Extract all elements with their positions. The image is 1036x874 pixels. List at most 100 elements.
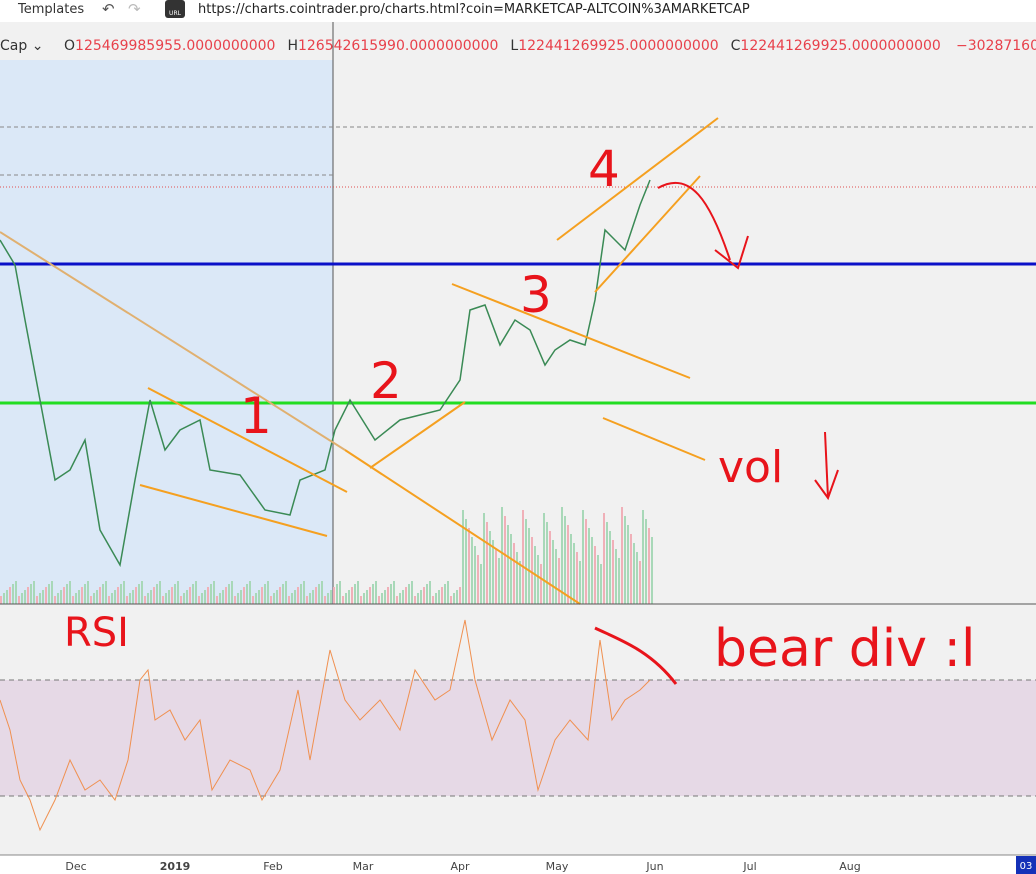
x-label: Apr: [450, 860, 470, 873]
volume-bar: [528, 528, 530, 604]
volume-bar: [369, 587, 371, 604]
volume-bar: [231, 581, 233, 604]
volume-bar: [519, 561, 521, 604]
volume-bar: [627, 525, 629, 604]
annotation: 1: [240, 387, 272, 445]
volume-bar: [474, 546, 476, 604]
volume-bar: [585, 519, 587, 604]
volume-bar: [630, 534, 632, 604]
volume-bar: [315, 587, 317, 604]
rsi-band: [0, 680, 1036, 796]
legend: Cap ⌄ O125469985955.0000000000 H126542615…: [0, 38, 1036, 54]
volume-bar: [66, 584, 68, 604]
volume-bar: [69, 581, 71, 604]
volume-bar: [156, 584, 158, 604]
volume-bar: [129, 593, 131, 604]
volume-bar: [540, 564, 542, 604]
volume-bar: [372, 584, 374, 604]
volume-bar: [258, 590, 260, 604]
x-label: Aug: [839, 860, 860, 873]
volume-bar: [633, 543, 635, 604]
volume-bar: [54, 596, 56, 604]
volume-bar: [9, 587, 11, 604]
volume-bar: [552, 540, 554, 604]
volume-bar: [24, 590, 26, 604]
volume-bar: [42, 590, 44, 604]
volume-bar: [285, 581, 287, 604]
volume-bar: [531, 537, 533, 604]
volume-bar: [345, 593, 347, 604]
volume-bar: [426, 584, 428, 604]
volume-bar: [162, 596, 164, 604]
volume-bar: [207, 587, 209, 604]
volume-bar: [522, 510, 524, 604]
volume-bar: [624, 516, 626, 604]
volume-bar: [618, 558, 620, 604]
volume-bar: [255, 593, 257, 604]
volume-bar: [99, 587, 101, 604]
x-label: 2019: [160, 860, 191, 873]
redo[interactable]: ↷: [128, 0, 141, 18]
volume-bar: [423, 587, 425, 604]
volume-bar: [582, 510, 584, 604]
volume-bar: [600, 564, 602, 604]
annotation: vol: [718, 442, 783, 493]
volume-bar: [561, 507, 563, 604]
volume-bar: [645, 519, 647, 604]
templates-button[interactable]: Templates: [17, 2, 84, 17]
volume-bar: [471, 537, 473, 604]
volume-bar: [399, 593, 401, 604]
volume-bar: [195, 581, 197, 604]
ohlc-value: 122441269925.0000000000: [740, 38, 940, 54]
volume-bar: [342, 596, 344, 604]
volume-bar: [603, 513, 605, 604]
volume-bar: [264, 584, 266, 604]
volume-bar: [39, 593, 41, 604]
volume-bar: [75, 593, 77, 604]
toolbar: [0, 0, 1036, 22]
volume-bar: [567, 525, 569, 604]
volume-bar: [501, 507, 503, 604]
volume-bar: [228, 584, 230, 604]
volume-bar: [420, 590, 422, 604]
ohlc-key: C: [731, 38, 741, 54]
date-marker-label: 03: [1020, 861, 1033, 872]
volume-bar: [252, 596, 254, 604]
volume-bar: [480, 564, 482, 604]
volume-bar: [81, 587, 83, 604]
volume-bar: [216, 596, 218, 604]
ohlc-value: 126542615990.0000000000: [298, 38, 498, 54]
volume-bar: [462, 510, 464, 604]
volume-bar: [237, 593, 239, 604]
volume-bar: [63, 587, 65, 604]
volume-bar: [414, 596, 416, 604]
volume-bar: [318, 584, 320, 604]
volume-bar: [432, 596, 434, 604]
volume-bar: [6, 590, 8, 604]
volume-bar: [477, 555, 479, 604]
volume-bar: [489, 531, 491, 604]
volume-bar: [189, 587, 191, 604]
volume-bar: [444, 584, 446, 604]
volume-bar: [84, 584, 86, 604]
volume-bar: [333, 587, 335, 604]
volume-bar: [294, 590, 296, 604]
volume-bar: [417, 593, 419, 604]
volume-bar: [150, 590, 152, 604]
volume-bar: [282, 584, 284, 604]
date-marker: [1016, 856, 1036, 874]
volume-bar: [0, 596, 2, 604]
volume-bar: [384, 590, 386, 604]
volume-bar: [147, 593, 149, 604]
volume-bar: [387, 587, 389, 604]
url[interactable]: https://charts.cointrader.pro/charts.htm…: [198, 2, 750, 17]
volume-bar: [33, 581, 35, 604]
volume-bar: [291, 593, 293, 604]
undo[interactable]: ↶: [102, 0, 115, 18]
volume-bar: [402, 590, 404, 604]
volume-bar: [588, 528, 590, 604]
volume-bar: [513, 543, 515, 604]
volume-bar: [279, 587, 281, 604]
volume-bar: [126, 596, 128, 604]
